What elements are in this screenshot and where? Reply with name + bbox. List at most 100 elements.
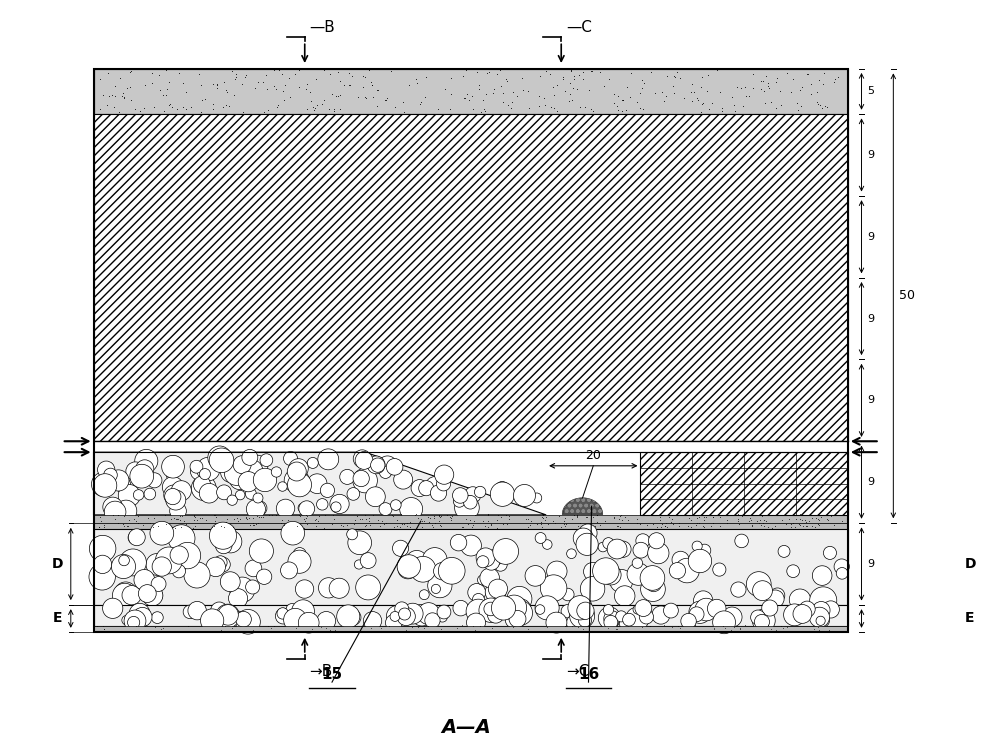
Circle shape <box>731 582 746 597</box>
Circle shape <box>245 560 262 577</box>
Circle shape <box>491 596 516 620</box>
Circle shape <box>233 455 251 473</box>
Circle shape <box>411 479 428 497</box>
Circle shape <box>103 598 123 619</box>
Circle shape <box>664 603 678 618</box>
Circle shape <box>508 601 533 625</box>
Circle shape <box>227 495 237 506</box>
Circle shape <box>183 605 197 619</box>
Circle shape <box>434 562 451 580</box>
Circle shape <box>501 595 527 620</box>
Circle shape <box>535 595 559 620</box>
Text: 9: 9 <box>867 477 874 487</box>
Circle shape <box>751 610 765 625</box>
Circle shape <box>566 614 584 631</box>
Circle shape <box>284 608 307 631</box>
Circle shape <box>299 501 315 517</box>
Circle shape <box>379 503 392 515</box>
Text: —C: —C <box>566 20 592 35</box>
Circle shape <box>399 608 411 620</box>
Circle shape <box>298 503 307 512</box>
Circle shape <box>419 589 429 600</box>
Circle shape <box>281 521 305 545</box>
Circle shape <box>713 611 735 634</box>
Circle shape <box>104 468 117 482</box>
Circle shape <box>505 613 519 628</box>
Circle shape <box>778 545 790 557</box>
Circle shape <box>561 604 575 618</box>
Circle shape <box>639 610 654 624</box>
Circle shape <box>224 461 249 485</box>
Circle shape <box>89 536 116 562</box>
Circle shape <box>114 582 137 604</box>
Circle shape <box>535 533 546 544</box>
Circle shape <box>246 500 265 518</box>
Circle shape <box>762 600 778 616</box>
Circle shape <box>576 533 598 556</box>
Circle shape <box>754 614 770 629</box>
Circle shape <box>215 557 230 572</box>
Circle shape <box>151 612 163 623</box>
Circle shape <box>604 610 620 627</box>
Circle shape <box>425 613 440 628</box>
Circle shape <box>436 477 451 491</box>
Circle shape <box>422 548 447 572</box>
Circle shape <box>164 485 184 505</box>
Circle shape <box>136 460 154 478</box>
Circle shape <box>567 549 576 559</box>
Circle shape <box>122 586 141 605</box>
Circle shape <box>318 449 339 470</box>
Circle shape <box>394 470 413 489</box>
Circle shape <box>215 537 232 554</box>
Circle shape <box>640 565 665 590</box>
Circle shape <box>546 612 567 633</box>
Circle shape <box>488 579 508 598</box>
Circle shape <box>633 604 642 614</box>
Circle shape <box>603 538 614 549</box>
Polygon shape <box>94 452 546 515</box>
Circle shape <box>167 471 176 481</box>
Circle shape <box>119 555 129 565</box>
Circle shape <box>271 467 282 477</box>
Circle shape <box>340 613 350 622</box>
Circle shape <box>253 468 277 491</box>
Circle shape <box>128 531 141 544</box>
Circle shape <box>171 481 191 501</box>
Circle shape <box>238 472 258 492</box>
Circle shape <box>118 485 140 506</box>
Circle shape <box>111 554 136 578</box>
Circle shape <box>249 539 273 563</box>
Circle shape <box>151 577 166 592</box>
Circle shape <box>230 470 249 490</box>
Circle shape <box>468 583 486 601</box>
Circle shape <box>211 602 228 619</box>
Circle shape <box>746 571 771 596</box>
Circle shape <box>347 488 360 500</box>
Circle shape <box>580 577 605 601</box>
Circle shape <box>479 598 503 622</box>
Circle shape <box>129 603 150 624</box>
Circle shape <box>398 559 418 579</box>
Circle shape <box>540 574 567 601</box>
Text: D: D <box>51 557 63 571</box>
Circle shape <box>450 534 467 551</box>
Circle shape <box>378 456 397 476</box>
Circle shape <box>293 548 306 561</box>
Text: →B: →B <box>309 664 333 679</box>
Circle shape <box>392 540 409 557</box>
Bar <box>94 530 848 605</box>
Circle shape <box>632 558 643 568</box>
Circle shape <box>579 524 597 542</box>
Circle shape <box>147 587 163 604</box>
Circle shape <box>221 461 242 482</box>
Circle shape <box>809 607 830 628</box>
Circle shape <box>379 466 392 479</box>
Circle shape <box>584 562 602 580</box>
Circle shape <box>162 455 184 478</box>
Circle shape <box>402 603 423 624</box>
Circle shape <box>188 601 206 620</box>
Circle shape <box>512 599 530 617</box>
Text: 5: 5 <box>867 86 874 97</box>
Circle shape <box>487 607 504 623</box>
Circle shape <box>616 611 627 622</box>
